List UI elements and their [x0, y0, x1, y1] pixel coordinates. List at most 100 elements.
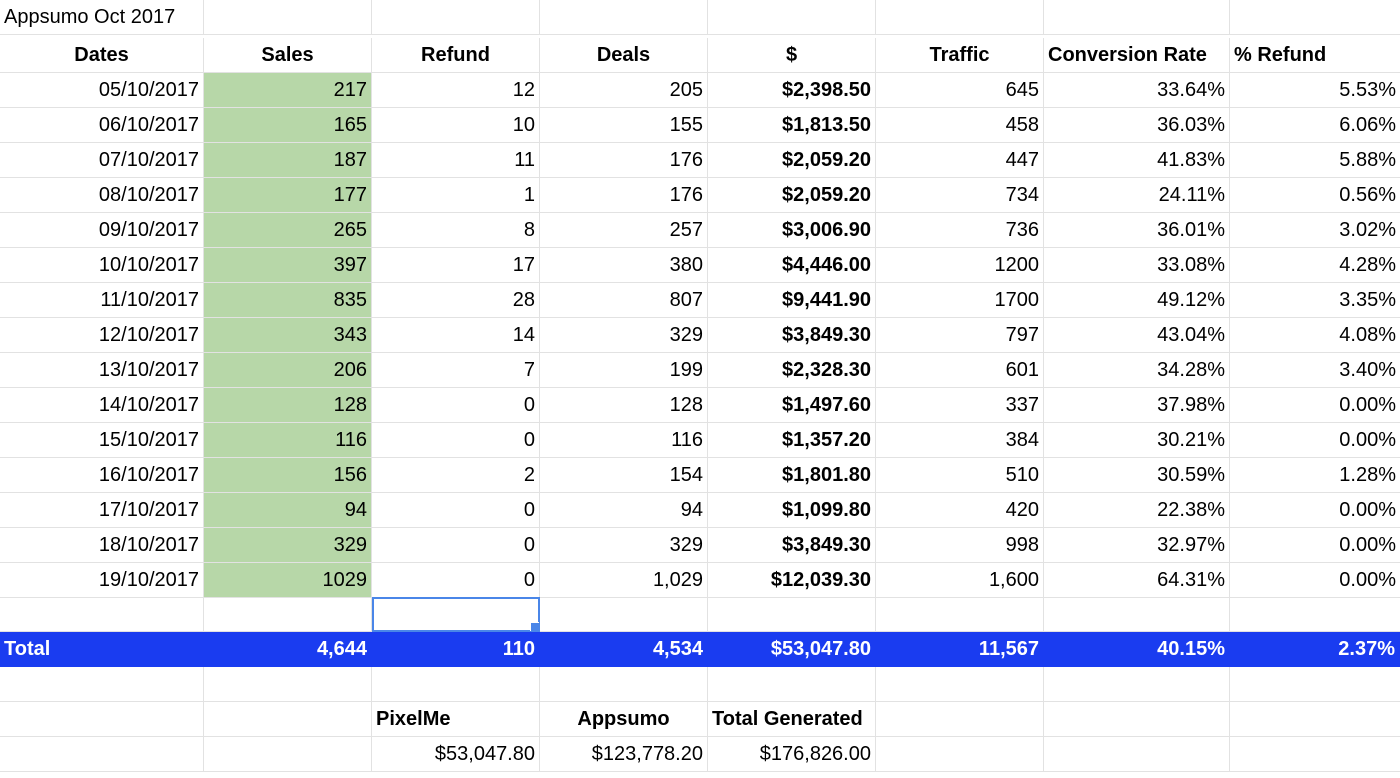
cell-deals[interactable]: 116 — [540, 423, 708, 458]
cell-deals[interactable]: 155 — [540, 108, 708, 143]
cell-sales[interactable]: 187 — [204, 143, 372, 178]
cell-sales[interactable]: 165 — [204, 108, 372, 143]
cell-percent-refund[interactable]: 3.02% — [1230, 213, 1400, 248]
total-percent-refund[interactable]: 2.37% — [1230, 632, 1400, 667]
empty-cell[interactable] — [876, 0, 1044, 35]
total-conversion-rate[interactable]: 40.15% — [1044, 632, 1230, 667]
cell-percent-refund[interactable]: 0.00% — [1230, 423, 1400, 458]
cell-traffic[interactable]: 337 — [876, 388, 1044, 423]
header-refund[interactable]: Refund — [372, 38, 540, 73]
empty-cell[interactable] — [204, 597, 372, 632]
cell-conversion-rate[interactable]: 64.31% — [1044, 563, 1230, 598]
cell-conversion-rate[interactable]: 37.98% — [1044, 388, 1230, 423]
cell-date[interactable]: 05/10/2017 — [0, 73, 204, 108]
cell-refund[interactable]: 14 — [372, 318, 540, 353]
cell-refund[interactable]: 7 — [372, 353, 540, 388]
cell-dollars[interactable]: $2,059.20 — [708, 143, 876, 178]
cell-conversion-rate[interactable]: 34.28% — [1044, 353, 1230, 388]
cell-date[interactable]: 07/10/2017 — [0, 143, 204, 178]
cell-percent-refund[interactable]: 3.40% — [1230, 353, 1400, 388]
empty-cell[interactable] — [708, 597, 876, 632]
cell-percent-refund[interactable]: 6.06% — [1230, 108, 1400, 143]
cell-refund[interactable]: 2 — [372, 458, 540, 493]
cell-deals[interactable]: 1,029 — [540, 563, 708, 598]
empty-cell[interactable] — [876, 597, 1044, 632]
cell-dollars[interactable]: $1,801.80 — [708, 458, 876, 493]
cell-sales[interactable]: 329 — [204, 528, 372, 563]
cell-date[interactable]: 15/10/2017 — [0, 423, 204, 458]
cell-percent-refund[interactable]: 4.08% — [1230, 318, 1400, 353]
cell-date[interactable]: 08/10/2017 — [0, 178, 204, 213]
cell-dollars[interactable]: $3,849.30 — [708, 528, 876, 563]
empty-cell[interactable] — [1230, 0, 1400, 35]
cell-sales[interactable]: 1029 — [204, 563, 372, 598]
cell-traffic[interactable]: 734 — [876, 178, 1044, 213]
summary-header-pixelme[interactable]: PixelMe — [372, 702, 540, 737]
cell-refund[interactable]: 8 — [372, 213, 540, 248]
cell-dollars[interactable]: $1,813.50 — [708, 108, 876, 143]
cell-traffic[interactable]: 645 — [876, 73, 1044, 108]
cell-conversion-rate[interactable]: 32.97% — [1044, 528, 1230, 563]
cell-percent-refund[interactable]: 0.00% — [1230, 563, 1400, 598]
cell-refund[interactable]: 11 — [372, 143, 540, 178]
cell-traffic[interactable]: 998 — [876, 528, 1044, 563]
cell-sales[interactable]: 343 — [204, 318, 372, 353]
cell-refund[interactable]: 10 — [372, 108, 540, 143]
empty-cell[interactable] — [1044, 737, 1230, 772]
cell-traffic[interactable]: 601 — [876, 353, 1044, 388]
cell-dollars[interactable]: $2,059.20 — [708, 178, 876, 213]
cell-percent-refund[interactable]: 3.35% — [1230, 283, 1400, 318]
empty-cell[interactable] — [0, 737, 204, 772]
empty-cell[interactable] — [0, 702, 204, 737]
empty-cell[interactable] — [372, 667, 540, 702]
cell-percent-refund[interactable]: 0.00% — [1230, 528, 1400, 563]
selected-cell[interactable] — [372, 597, 540, 632]
cell-refund[interactable]: 0 — [372, 493, 540, 528]
empty-cell[interactable] — [204, 667, 372, 702]
cell-percent-refund[interactable]: 5.53% — [1230, 73, 1400, 108]
empty-cell[interactable] — [1230, 597, 1400, 632]
empty-cell[interactable] — [1044, 702, 1230, 737]
cell-date[interactable]: 06/10/2017 — [0, 108, 204, 143]
cell-dollars[interactable]: $3,006.90 — [708, 213, 876, 248]
cell-date[interactable]: 19/10/2017 — [0, 563, 204, 598]
empty-cell[interactable] — [204, 737, 372, 772]
cell-dollars[interactable]: $1,099.80 — [708, 493, 876, 528]
header-traffic[interactable]: Traffic — [876, 38, 1044, 73]
empty-cell[interactable] — [1044, 0, 1230, 35]
cell-conversion-rate[interactable]: 41.83% — [1044, 143, 1230, 178]
cell-conversion-rate[interactable]: 30.59% — [1044, 458, 1230, 493]
empty-cell[interactable] — [204, 702, 372, 737]
cell-percent-refund[interactable]: 0.00% — [1230, 493, 1400, 528]
cell-refund[interactable]: 1 — [372, 178, 540, 213]
empty-cell[interactable] — [1230, 702, 1400, 737]
header-dates[interactable]: Dates — [0, 38, 204, 73]
cell-date[interactable]: 11/10/2017 — [0, 283, 204, 318]
cell-percent-refund[interactable]: 0.00% — [1230, 388, 1400, 423]
cell-traffic[interactable]: 420 — [876, 493, 1044, 528]
cell-deals[interactable]: 199 — [540, 353, 708, 388]
cell-deals[interactable]: 329 — [540, 528, 708, 563]
cell-conversion-rate[interactable]: 49.12% — [1044, 283, 1230, 318]
fill-handle[interactable] — [530, 622, 539, 631]
cell-deals[interactable]: 380 — [540, 248, 708, 283]
cell-conversion-rate[interactable]: 36.01% — [1044, 213, 1230, 248]
cell-dollars[interactable]: $4,446.00 — [708, 248, 876, 283]
cell-refund[interactable]: 0 — [372, 388, 540, 423]
cell-sales[interactable]: 397 — [204, 248, 372, 283]
header-deals[interactable]: Deals — [540, 38, 708, 73]
cell-date[interactable]: 10/10/2017 — [0, 248, 204, 283]
sheet-title[interactable]: Appsumo Oct 2017 — [0, 0, 204, 35]
cell-sales[interactable]: 177 — [204, 178, 372, 213]
empty-cell[interactable] — [0, 597, 204, 632]
cell-sales[interactable]: 835 — [204, 283, 372, 318]
cell-conversion-rate[interactable]: 30.21% — [1044, 423, 1230, 458]
summary-header-appsumo[interactable]: Appsumo — [540, 702, 708, 737]
cell-deals[interactable]: 176 — [540, 143, 708, 178]
cell-deals[interactable]: 154 — [540, 458, 708, 493]
total-traffic[interactable]: 11,567 — [876, 632, 1044, 667]
total-sales[interactable]: 4,644 — [204, 632, 372, 667]
cell-sales[interactable]: 128 — [204, 388, 372, 423]
cell-traffic[interactable]: 458 — [876, 108, 1044, 143]
cell-dollars[interactable]: $3,849.30 — [708, 318, 876, 353]
